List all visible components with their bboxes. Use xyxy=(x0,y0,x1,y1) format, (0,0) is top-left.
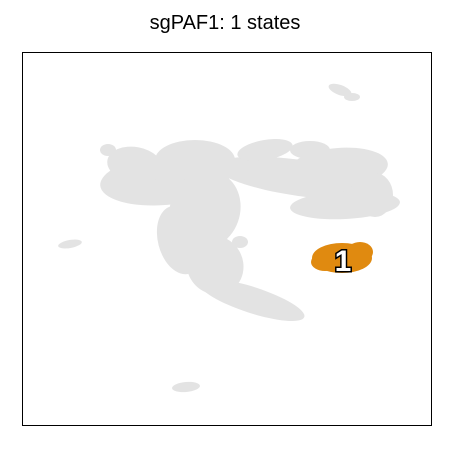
background-cluster xyxy=(328,83,352,97)
chart-title: sgPAF1: 1 states xyxy=(149,12,301,34)
background-cluster xyxy=(344,93,360,101)
state-1-cluster-lobe xyxy=(347,242,373,262)
state-1-cells xyxy=(311,242,373,273)
background-cluster xyxy=(199,278,305,322)
plot-frame xyxy=(22,52,432,426)
state-1-cluster-lobe xyxy=(311,253,339,271)
background-cluster xyxy=(58,239,82,249)
state-label-1: 1 xyxy=(335,245,352,278)
background-cells xyxy=(58,83,400,393)
background-cluster xyxy=(290,141,330,159)
background-cluster xyxy=(357,173,393,217)
background-cluster xyxy=(237,139,293,161)
background-cluster xyxy=(172,381,200,393)
background-cluster xyxy=(155,140,235,180)
background-cluster xyxy=(186,235,244,295)
background-cluster xyxy=(107,146,163,184)
background-cluster xyxy=(100,144,116,156)
background-cluster xyxy=(232,236,248,248)
